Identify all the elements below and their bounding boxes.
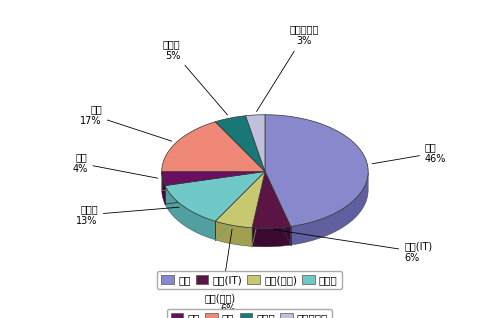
Polygon shape	[246, 115, 265, 171]
Polygon shape	[162, 122, 265, 171]
Text: 公務員
13%: 公務員 13%	[76, 204, 179, 226]
Polygon shape	[162, 171, 265, 186]
Polygon shape	[215, 171, 265, 228]
Text: 進学
17%: 進学 17%	[80, 104, 172, 141]
Polygon shape	[162, 171, 165, 204]
Text: 大学教員職
3%: 大学教員職 3%	[256, 24, 319, 112]
Polygon shape	[252, 171, 290, 228]
Polygon shape	[165, 171, 265, 221]
Polygon shape	[215, 221, 252, 246]
Polygon shape	[290, 173, 368, 245]
Text: 企業
46%: 企業 46%	[372, 142, 446, 164]
Legend: 病院, 進学, 研究職, 大学教員職: 病院, 進学, 研究職, 大学教員職	[167, 309, 332, 318]
Polygon shape	[215, 116, 265, 171]
Text: 企業(IT)
6%: 企業(IT) 6%	[274, 230, 433, 263]
Polygon shape	[252, 226, 290, 247]
Polygon shape	[265, 115, 368, 226]
Text: 研究職
5%: 研究職 5%	[163, 39, 228, 115]
Text: 病院
4%: 病院 4%	[72, 152, 158, 178]
Text: 企業(通信)
6%: 企業(通信) 6%	[205, 229, 236, 315]
Polygon shape	[165, 186, 215, 240]
